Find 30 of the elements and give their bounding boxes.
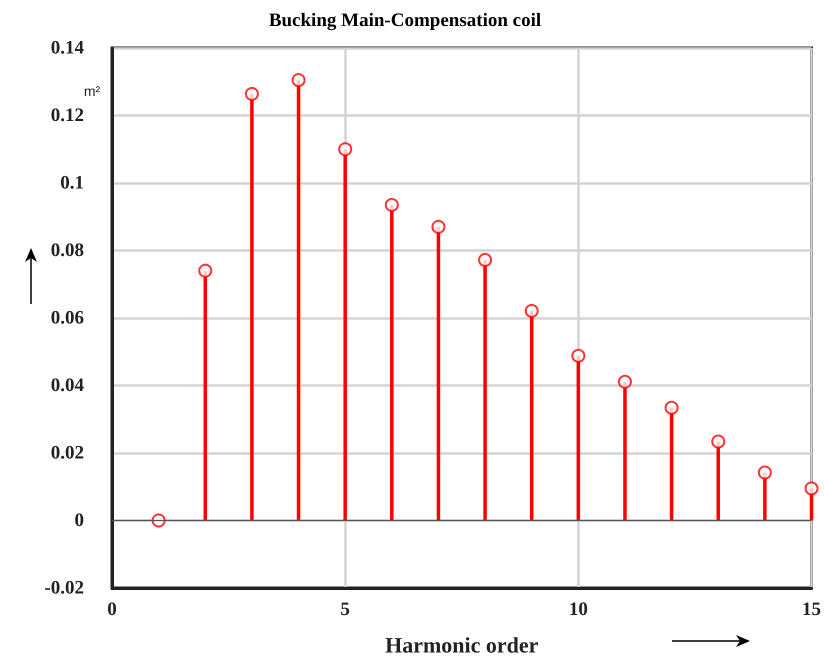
x-tick-label: 0 [107, 599, 117, 620]
y-tick-label: 0.12 [50, 105, 84, 126]
point [384, 198, 399, 212]
x-axis-title: Harmonic order [385, 632, 539, 658]
point [244, 86, 259, 101]
point [431, 220, 446, 234]
point [198, 264, 212, 278]
point [571, 348, 586, 363]
y-tick-label: 0 [74, 510, 84, 531]
point [664, 400, 679, 415]
point [292, 73, 306, 88]
y-tick-label: 0.02 [50, 442, 84, 464]
point [618, 374, 632, 389]
x-tick-label: 5 [340, 599, 350, 620]
y-tick-label: 0.06 [50, 308, 84, 328]
point [804, 481, 818, 496]
point [711, 434, 726, 449]
x-tick-label: 10 [568, 599, 588, 620]
y-tick-label: 0.1 [60, 172, 84, 194]
point [758, 466, 772, 480]
chart-title: Bucking Main-Compensation coil [268, 10, 542, 31]
x-tick-label: 15 [802, 599, 821, 620]
y-axis-title: m² [84, 83, 100, 99]
point [478, 252, 492, 267]
point [338, 142, 352, 156]
point [524, 304, 539, 318]
y-tick-label: 0.08 [50, 240, 84, 261]
y-tick-label: 0.14 [50, 38, 84, 58]
y-tick-label: 0.04 [50, 375, 84, 396]
y-tick-label: -0.02 [44, 578, 84, 598]
